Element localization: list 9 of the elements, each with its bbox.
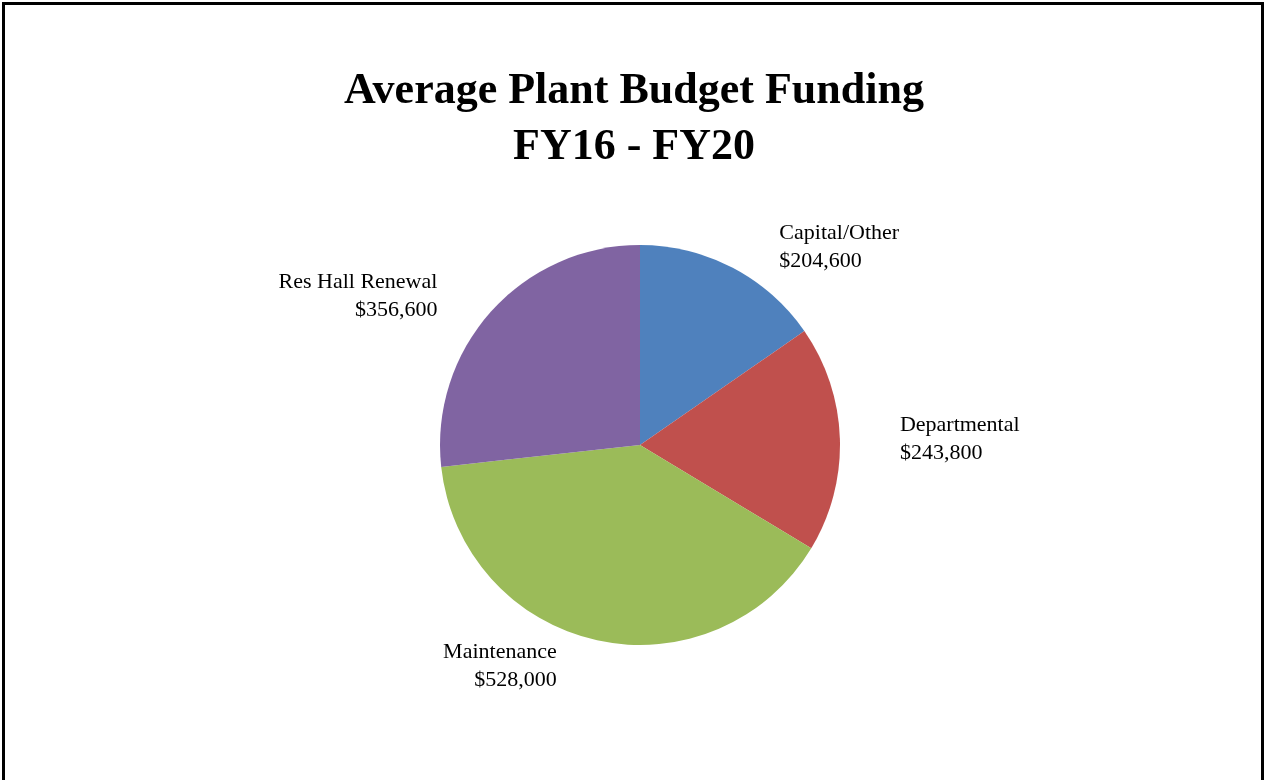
data-label: $243,800 bbox=[899, 439, 983, 465]
slice-label: Capital/Other bbox=[779, 219, 900, 245]
data-label: $528,000 bbox=[474, 666, 557, 692]
slice-label: Maintenance bbox=[443, 638, 557, 664]
data-label: $204,600 bbox=[779, 247, 862, 273]
slice-label: Res Hall Renewal bbox=[278, 268, 438, 294]
slice-label: Departmental bbox=[899, 411, 1020, 437]
chart-title: Average Plant Budget Funding FY16 - FY20 bbox=[344, 63, 924, 169]
data-label: $356,600 bbox=[354, 296, 438, 322]
